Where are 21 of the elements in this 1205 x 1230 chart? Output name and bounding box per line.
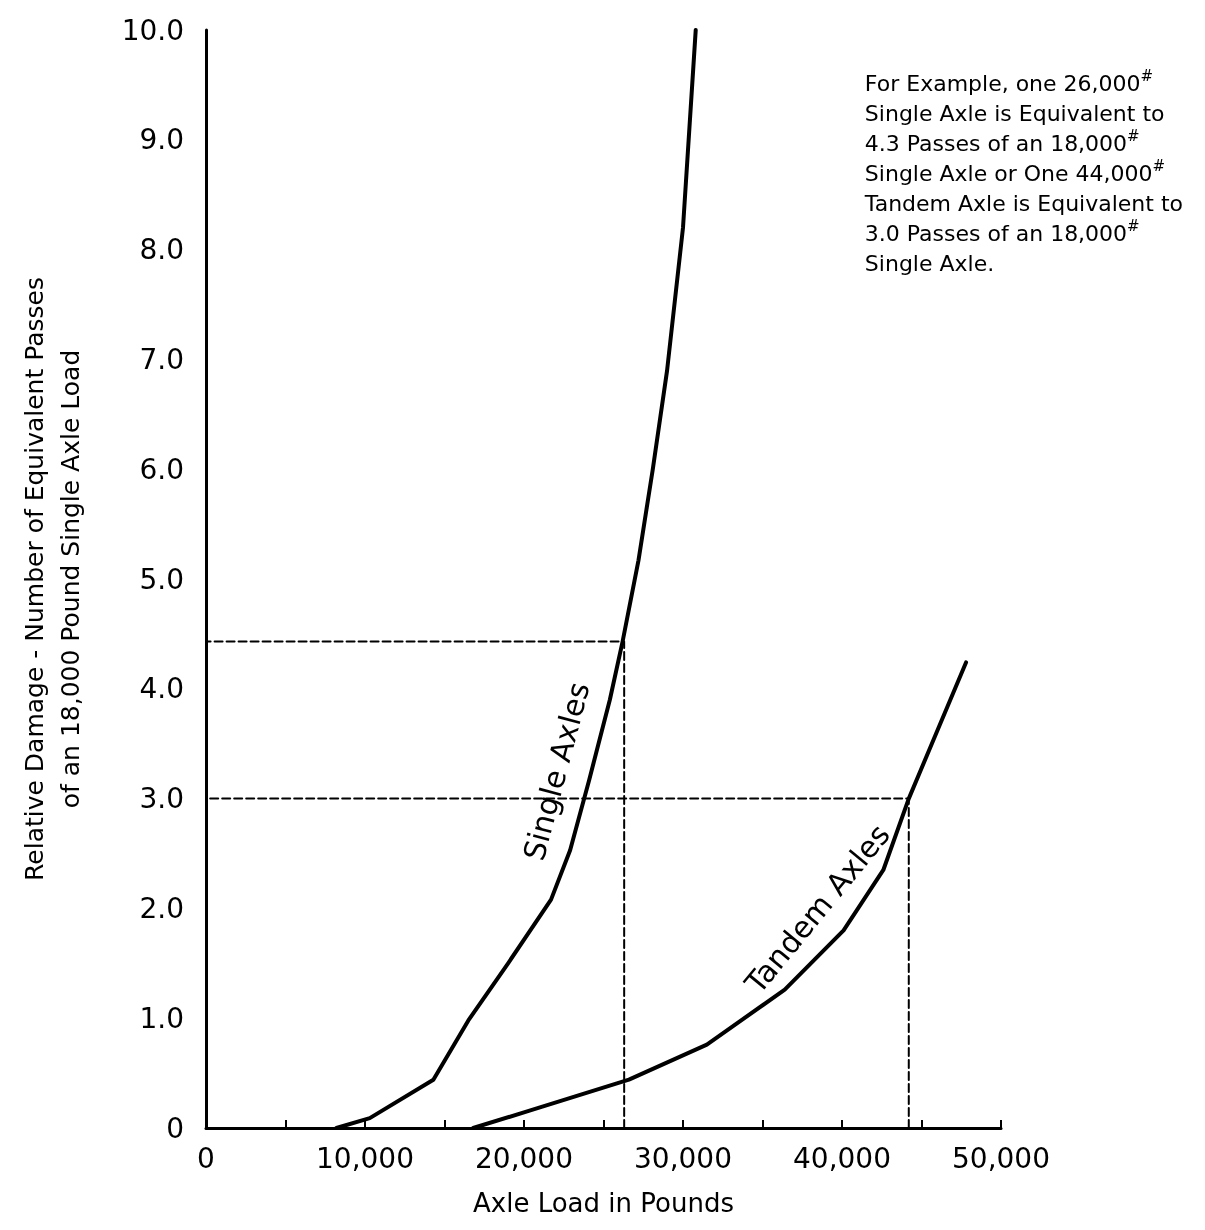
x-tick-label: 10,000 bbox=[316, 1141, 414, 1175]
y-tick-label: 4.0 bbox=[139, 672, 184, 706]
x-tick-label: 20,000 bbox=[475, 1141, 573, 1175]
text: For Example, one 26,000# Single Axle is Equivalent to 4.3 Passes of an 18,000# Single Axle or One 44,000# Tandem Axle is Equivalent to 3.0 Passes of an 18,000# Single Axle. bbox=[864, 66, 1183, 276]
y-tick-label: 2.0 bbox=[139, 891, 184, 925]
y-tick-label: 10.0 bbox=[121, 13, 184, 47]
x-tick-label: 30,000 bbox=[634, 1141, 732, 1175]
y-tick-label: 3.0 bbox=[139, 782, 184, 816]
y-tick-label: 0 bbox=[166, 1111, 184, 1145]
y-tick-label: 6.0 bbox=[139, 452, 184, 486]
y-tick-label: 7.0 bbox=[139, 342, 184, 376]
y-tick-label: 5.0 bbox=[139, 562, 184, 596]
x-axis-title: Axle Load in Pounds bbox=[473, 1188, 734, 1218]
y-tick-label: 1.0 bbox=[139, 1001, 184, 1035]
x-tick-label: 40,000 bbox=[793, 1141, 891, 1175]
y-tick-label: 9.0 bbox=[139, 123, 184, 157]
x-tick-label: 0 bbox=[197, 1141, 215, 1175]
x-tick-label: 50,000 bbox=[952, 1141, 1050, 1175]
text: Single Axles bbox=[516, 678, 597, 864]
y-tick-label: 8.0 bbox=[139, 233, 184, 267]
y-axis-title: Relative Damage - Number of Equivalent Passes of an 18,000 Pound Single Axle Load bbox=[19, 277, 85, 881]
